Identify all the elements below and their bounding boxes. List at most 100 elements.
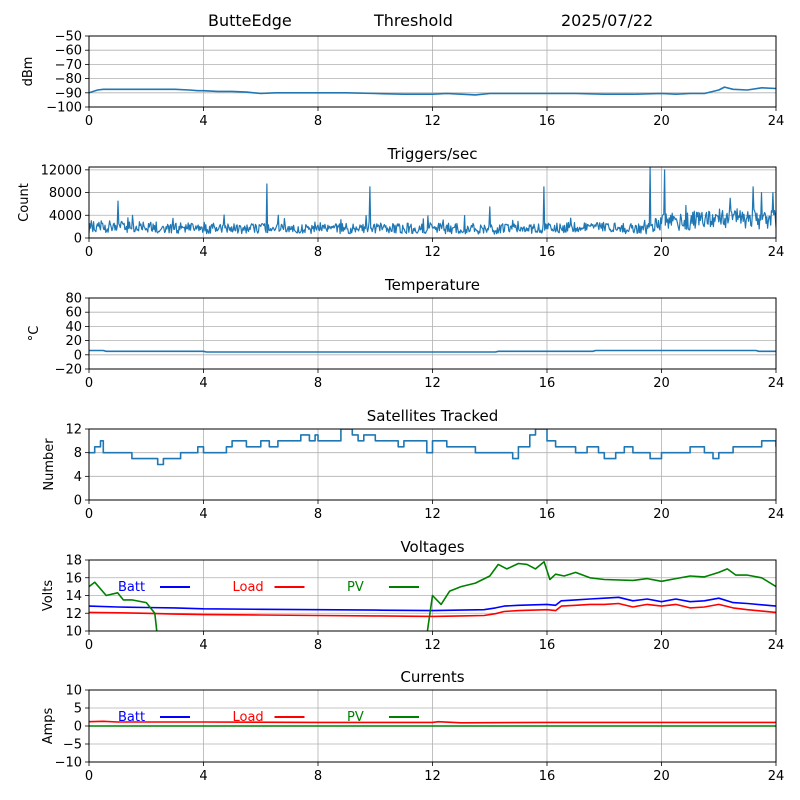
y-tick-label: 20 [65, 334, 82, 349]
x-tick-label: 16 [539, 507, 556, 522]
y-tick-label: 10 [65, 625, 82, 640]
y-tick-label: 0 [74, 232, 82, 247]
series-line [89, 596, 776, 612]
x-tick-label: 24 [768, 376, 785, 391]
y-tick-label: 0 [74, 348, 82, 363]
series-group [89, 429, 776, 466]
x-tick-label: 20 [653, 507, 670, 522]
legend-label: PV [347, 710, 364, 725]
y-tick-label: −100 [46, 101, 82, 116]
x-tick-label: 4 [199, 638, 207, 653]
x-tick-label: 4 [199, 769, 207, 784]
legend-label: Load [233, 580, 264, 595]
x-tick-label: 24 [768, 245, 785, 260]
y-tick-label: 60 [65, 306, 82, 321]
y-tick-label: 14 [65, 589, 82, 604]
station-label: ButteEdge [208, 11, 292, 30]
y-tick-label: −60 [55, 44, 82, 59]
y-axis-label: dBm [21, 57, 36, 87]
legend-label: Load [233, 710, 264, 725]
y-axis-label: Number [42, 438, 57, 491]
x-tick-label: 0 [85, 638, 93, 653]
series-line [89, 429, 776, 466]
x-tick-label: 0 [85, 769, 93, 784]
y-tick-label: 10 [65, 684, 82, 699]
x-tick-label: 4 [199, 114, 207, 129]
mode-label: Threshold [373, 11, 453, 30]
panel-title: Satellites Tracked [367, 407, 498, 425]
x-tick-label: 24 [768, 507, 785, 522]
x-tick-label: 0 [85, 507, 93, 522]
series-line [89, 349, 776, 353]
series-line [89, 167, 776, 235]
panel-title: Currents [400, 668, 464, 686]
y-tick-label: 12 [65, 607, 82, 622]
x-tick-label: 24 [768, 769, 785, 784]
x-tick-label: 20 [653, 638, 670, 653]
panel-4: 0 4 8 12 16 20 24 10 12 14 16 18 Voltages Volts Batt Lo… [41, 538, 784, 653]
y-tick-label: −50 [55, 30, 82, 45]
x-tick-label: 20 [653, 245, 670, 260]
panel-0: 0 4 8 12 16 20 24 −100−90−80−70−60−50 dBm [21, 30, 784, 130]
x-tick-label: 8 [314, 507, 322, 522]
series-line [89, 581, 158, 631]
y-tick-label: 5 [74, 702, 82, 717]
panel-title: Triggers/sec [387, 145, 478, 163]
x-tick-label: 4 [199, 507, 207, 522]
x-tick-label: 4 [199, 245, 207, 260]
y-tick-label: 18 [65, 554, 82, 569]
series-group [89, 349, 776, 353]
x-tick-label: 24 [768, 638, 785, 653]
panel-5: 0 4 8 12 16 20 24 −10 −5 0 5 10 Currents Amps Batt Load… [41, 668, 784, 784]
panel-1: 0 4 8 12 16 20 24 0 4000 8000 12000 Triggers/sec Cou… [17, 145, 784, 260]
x-tick-label: 8 [314, 114, 322, 129]
panel-title: Temperature [384, 276, 480, 294]
x-tick-label: 16 [539, 245, 556, 260]
x-tick-label: 0 [85, 376, 93, 391]
x-tick-label: 4 [199, 376, 207, 391]
y-tick-label: 0 [74, 720, 82, 735]
y-axis-label: °C [27, 326, 42, 342]
y-axis-label: Amps [41, 707, 56, 744]
x-tick-label: 0 [85, 114, 93, 129]
x-tick-label: 12 [424, 638, 441, 653]
y-axis-label: Count [17, 183, 32, 222]
y-tick-label: 80 [65, 292, 82, 307]
x-tick-label: 16 [539, 376, 556, 391]
legend-label: Batt [118, 710, 145, 725]
x-tick-label: 12 [424, 245, 441, 260]
y-tick-label: −10 [55, 756, 82, 771]
series-line [89, 720, 776, 724]
x-tick-label: 12 [424, 769, 441, 784]
series-group [89, 167, 776, 235]
y-tick-label: 12000 [41, 163, 82, 178]
legend-label: Batt [118, 580, 145, 595]
date-label: 2025/07/22 [561, 11, 653, 30]
y-tick-label: 4000 [49, 209, 82, 224]
y-tick-label: −20 [55, 363, 82, 378]
x-tick-label: 8 [314, 245, 322, 260]
series-line [89, 602, 776, 618]
y-tick-label: −5 [63, 738, 82, 753]
y-tick-label: 8 [74, 446, 82, 461]
x-tick-label: 24 [768, 114, 785, 129]
y-tick-label: 12 [65, 423, 82, 438]
y-tick-label: −70 [55, 58, 82, 73]
y-tick-label: 16 [65, 571, 82, 586]
panel-title: Voltages [400, 538, 464, 556]
x-tick-label: 20 [653, 114, 670, 129]
series-group [89, 720, 776, 727]
y-tick-label: 40 [65, 320, 82, 335]
y-tick-label: 8000 [49, 186, 82, 201]
panel-3: 0 4 8 12 16 20 24 0 4 8 12 Satellites Tracked Number [42, 407, 784, 522]
series-group [89, 561, 776, 631]
y-tick-label: 0 [74, 494, 82, 509]
x-tick-label: 0 [85, 245, 93, 260]
legend-label: PV [347, 580, 364, 595]
x-tick-label: 20 [653, 376, 670, 391]
x-tick-label: 16 [539, 638, 556, 653]
series-line [89, 86, 776, 96]
y-tick-label: −80 [55, 72, 82, 87]
